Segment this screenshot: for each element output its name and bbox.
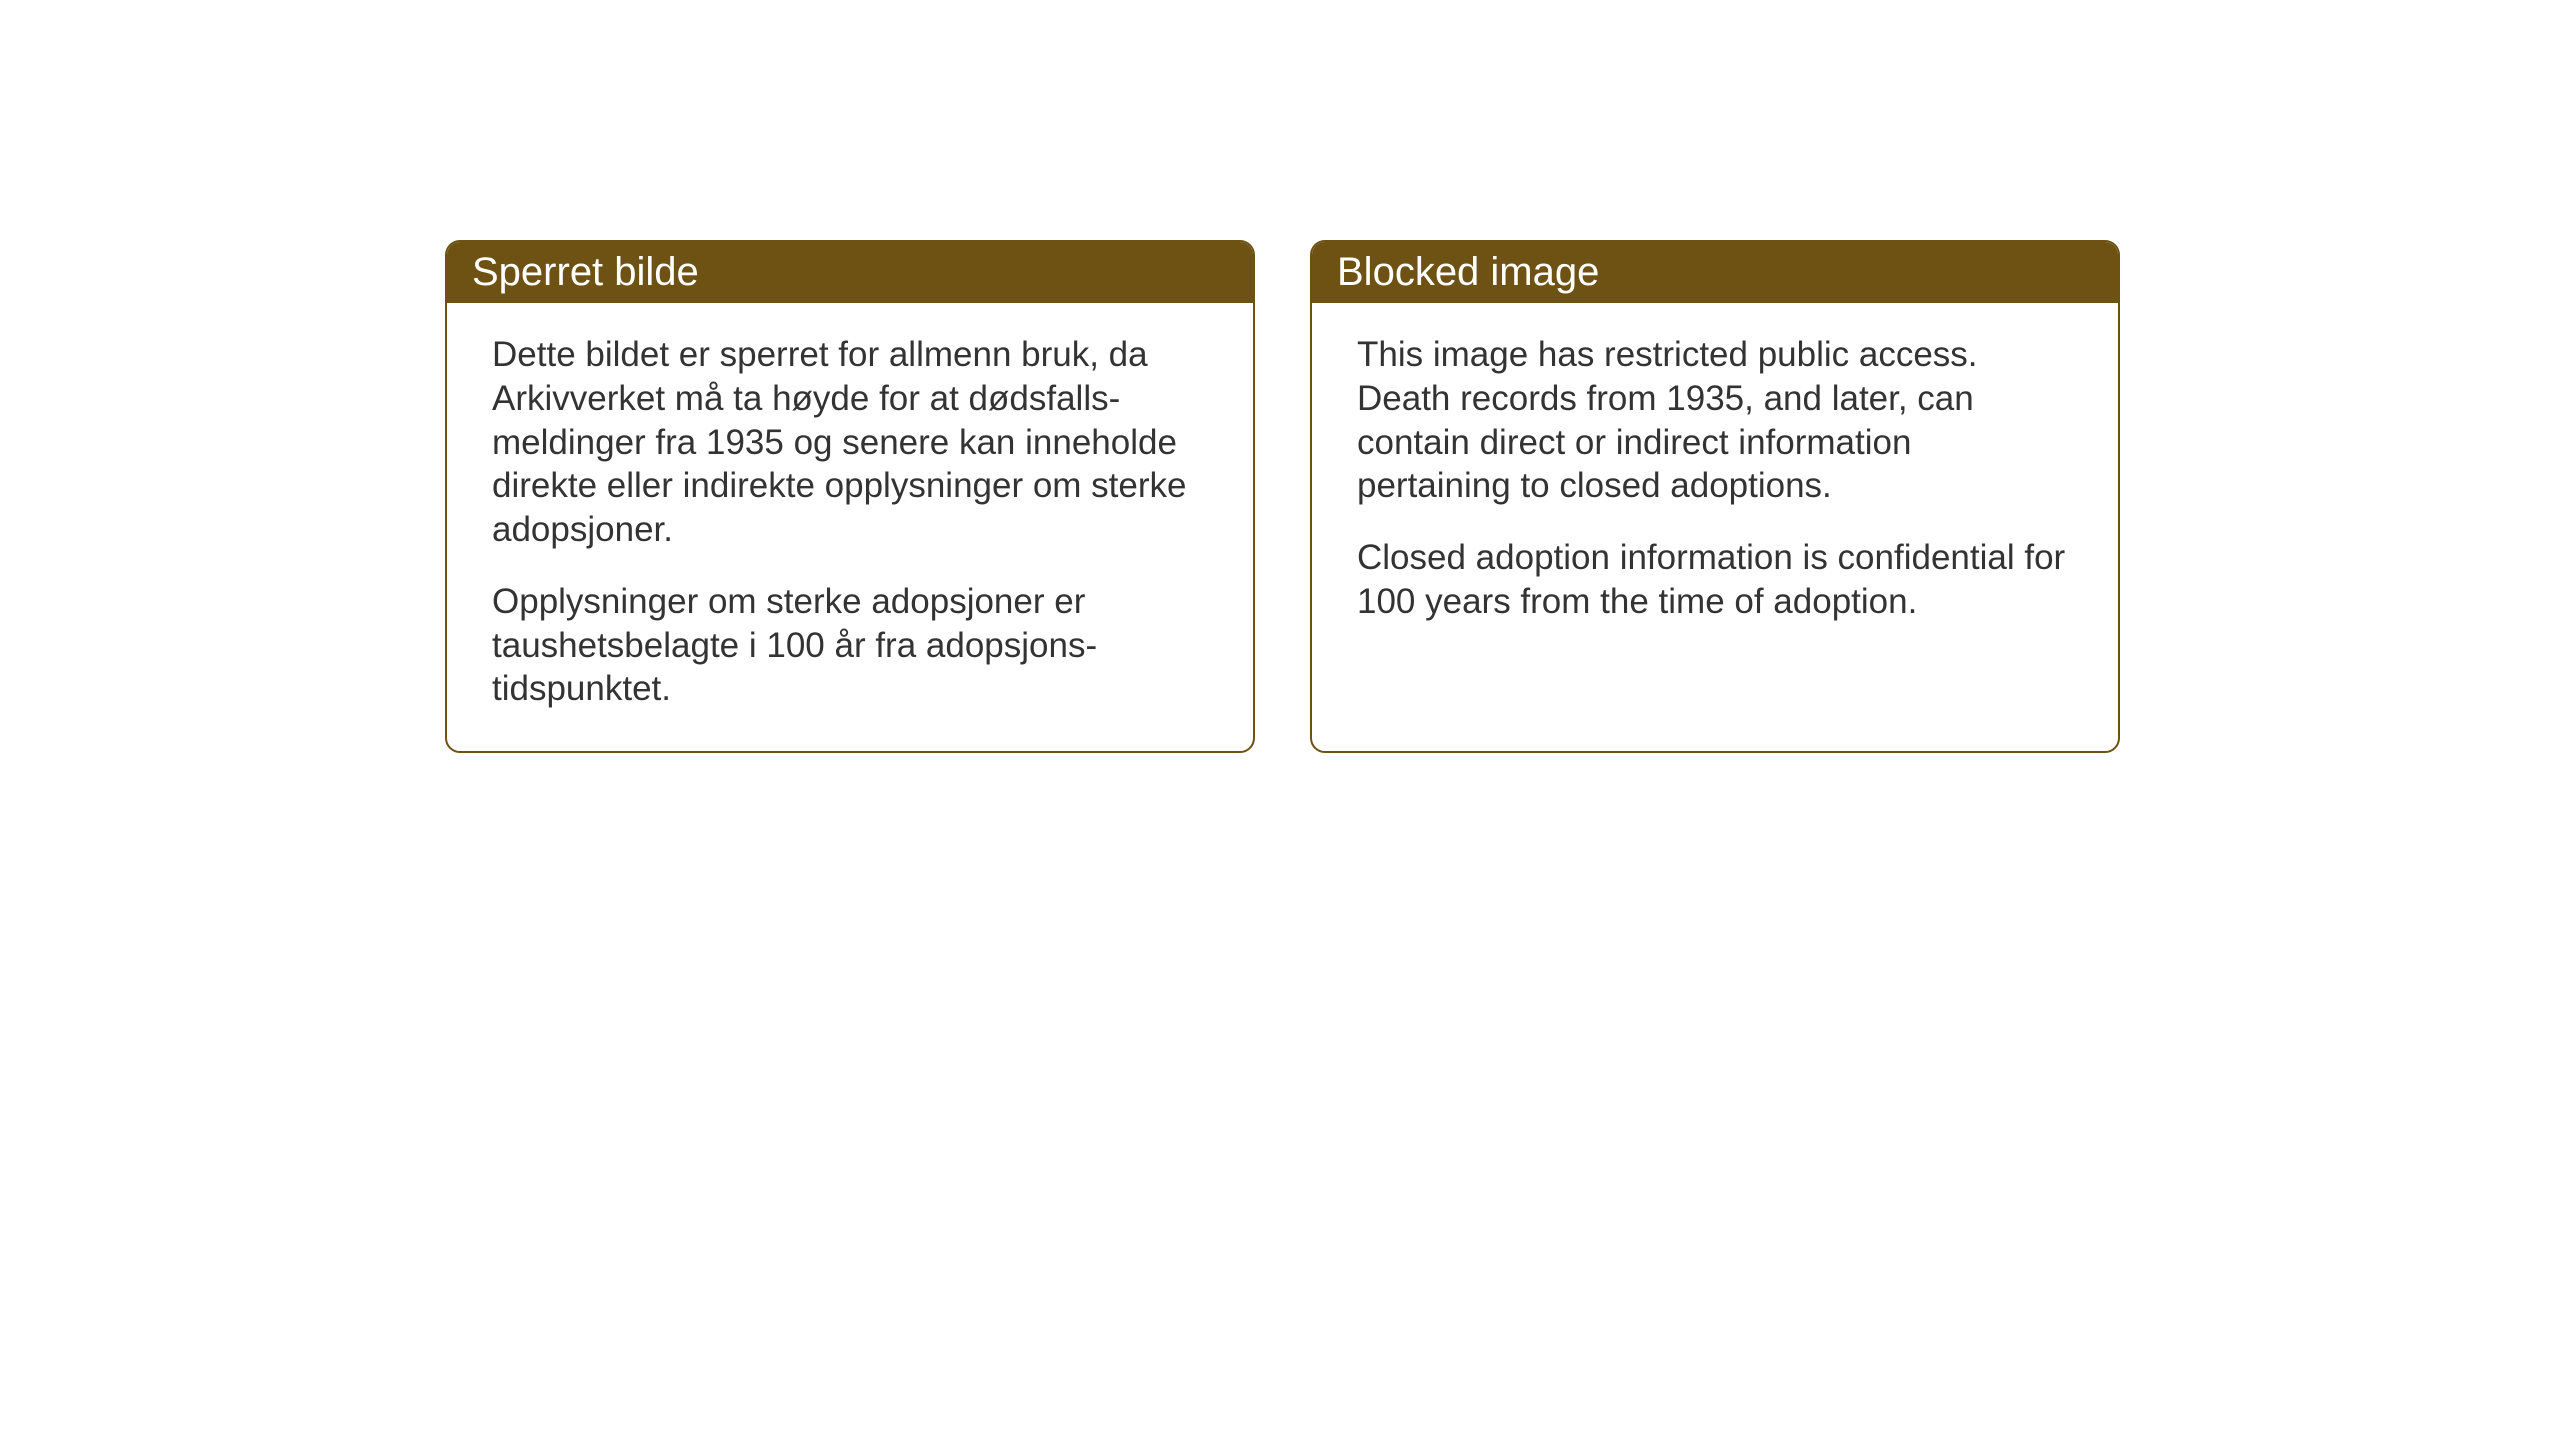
norwegian-card-title: Sperret bilde <box>447 242 1253 303</box>
english-card-title: Blocked image <box>1312 242 2118 303</box>
norwegian-notice-card: Sperret bilde Dette bildet er sperret fo… <box>445 240 1255 753</box>
norwegian-paragraph-2: Opplysninger om sterke adopsjoner er tau… <box>492 580 1208 711</box>
english-paragraph-1: This image has restricted public access.… <box>1357 333 2073 508</box>
english-card-body: This image has restricted public access.… <box>1312 303 2118 664</box>
english-paragraph-2: Closed adoption information is confident… <box>1357 536 2073 624</box>
notice-cards-container: Sperret bilde Dette bildet er sperret fo… <box>445 240 2120 753</box>
norwegian-paragraph-1: Dette bildet er sperret for allmenn bruk… <box>492 333 1208 552</box>
english-notice-card: Blocked image This image has restricted … <box>1310 240 2120 753</box>
norwegian-card-body: Dette bildet er sperret for allmenn bruk… <box>447 303 1253 751</box>
